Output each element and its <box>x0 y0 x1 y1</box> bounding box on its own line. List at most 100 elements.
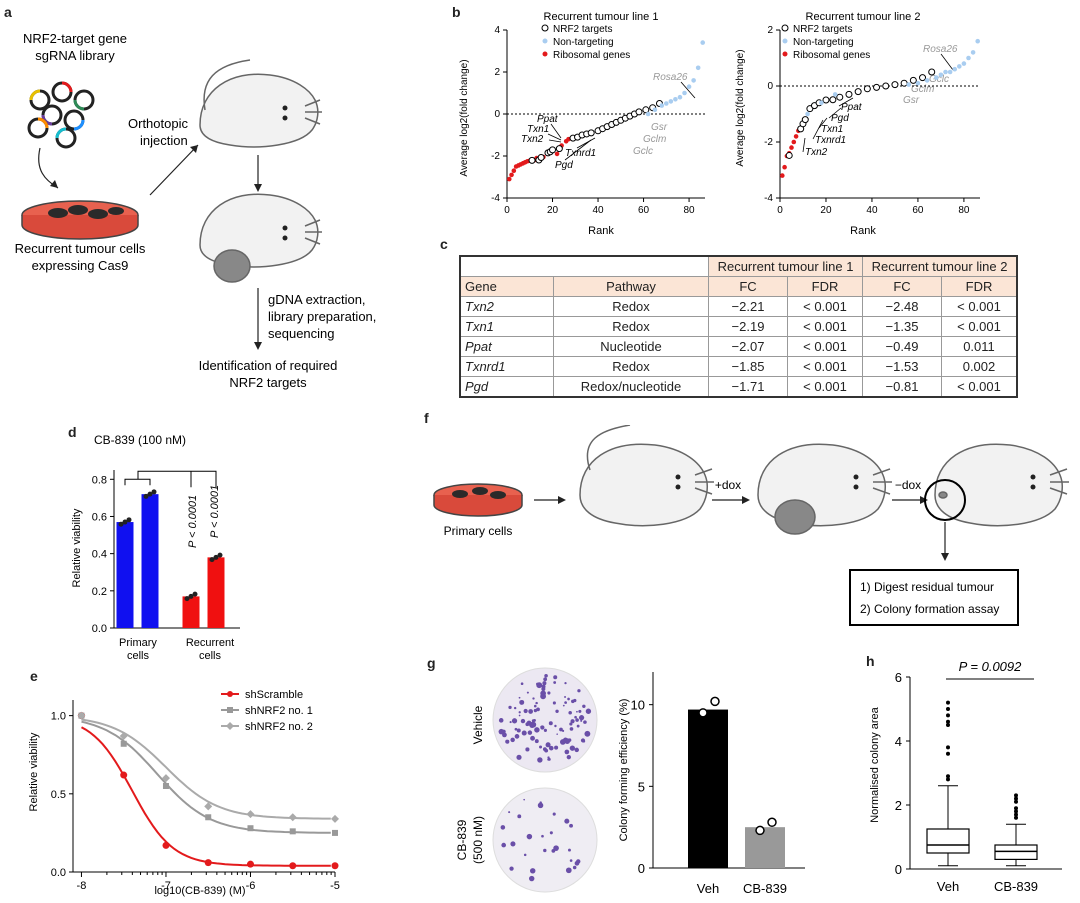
b2-point-target <box>900 79 908 87</box>
colony-dot <box>556 733 558 735</box>
h-box <box>994 844 1038 860</box>
e-point <box>77 711 86 720</box>
g-ytick-label: 10 <box>631 698 645 713</box>
colony-dot <box>533 704 537 708</box>
colony-dot <box>523 798 525 801</box>
b1-point-nontargeting <box>673 97 678 102</box>
colony-dot <box>544 673 548 678</box>
colony-dot <box>530 735 535 741</box>
colony-dot <box>523 853 527 857</box>
panel-letter-g: g <box>427 655 436 671</box>
b1-point-target <box>537 153 545 161</box>
d-point <box>147 491 153 497</box>
b1-ytick-label: 2 <box>494 67 500 78</box>
d-point <box>126 517 132 523</box>
colony-dot <box>514 734 520 739</box>
d-point <box>122 519 128 525</box>
b2-ytick-label: -4 <box>764 193 773 204</box>
colony-dot <box>554 724 557 728</box>
colony-dot <box>516 754 522 760</box>
colony-dot <box>526 691 529 694</box>
table-col-gene: Gene <box>459 276 554 297</box>
colony-dot <box>569 745 576 751</box>
colony-dot <box>527 730 533 735</box>
colony-dot <box>521 730 527 736</box>
colony-dot <box>569 722 573 726</box>
colony-dot <box>529 868 536 874</box>
colony-dot <box>537 802 544 809</box>
colony-dot <box>510 841 516 847</box>
colony-dot <box>548 745 554 751</box>
b2-point-ribosomal <box>789 145 794 150</box>
colony-dot <box>534 727 540 733</box>
colony-dot <box>518 696 521 699</box>
g-category-label: Veh <box>697 881 719 896</box>
h-ytick-label: 0 <box>895 862 902 877</box>
colony-dot <box>576 710 578 713</box>
panel-letter-a: a <box>4 4 12 20</box>
colony-dot <box>542 747 547 752</box>
h-outlier <box>1014 806 1018 811</box>
h-outlier <box>1014 799 1018 804</box>
colony-dot <box>562 704 565 707</box>
colony-dot <box>516 728 521 733</box>
h-outlier <box>946 745 950 750</box>
b2-point-target <box>801 116 809 124</box>
colony-dot <box>585 708 592 714</box>
table-header-line1: Recurrent tumour line 1 <box>708 255 863 277</box>
b1-gene-txnrd1: Txnrd1 <box>565 148 596 159</box>
g-point <box>755 825 765 836</box>
h-category-label: Veh <box>937 879 959 894</box>
colony-dot <box>511 718 518 724</box>
d-pvalue-1: P < 0.0001 <box>187 495 199 548</box>
table-col-pathway: Pathway <box>553 276 709 297</box>
d-ytick-label: 0.4 <box>92 549 107 561</box>
b1-point-nontargeting <box>677 94 683 100</box>
panel-h-box-plot: Normalised colony area P = 0.0092 6 4 2 0 Ve… <box>869 659 1062 894</box>
colony-dot <box>545 742 551 748</box>
f-cells-label: Primary cells <box>444 524 513 538</box>
d-point <box>118 521 124 527</box>
colony-dot <box>525 722 530 727</box>
colony-dot <box>569 727 574 731</box>
f-mouse-icon-2 <box>757 443 892 535</box>
colony-dot <box>578 709 582 713</box>
colony-dot <box>502 732 507 738</box>
e-xtick-label: -5 <box>330 880 340 892</box>
b1-point-nontargeting <box>668 99 674 104</box>
colony-dot <box>552 701 556 705</box>
h-outlier <box>946 751 950 756</box>
arrow-to-mouse <box>149 144 199 196</box>
g-ylabel: Colony forming efficiency (%) <box>618 699 630 842</box>
b1-point-target <box>555 145 563 153</box>
injection-label-1: Orthotopic <box>128 116 188 131</box>
d-point <box>217 552 223 558</box>
b2-xtick-label: 20 <box>820 205 832 216</box>
h-ylabel: Normalised colony area <box>869 706 881 822</box>
colony-dot <box>573 698 577 703</box>
result-label-1: Identification of required <box>199 358 338 373</box>
b2-legend: NRF2 targets Non-targeting Ribosomal gen… <box>781 24 870 61</box>
d-ytick-label: 0.2 <box>92 586 107 598</box>
panel-f-schematic: Primary cells +dox −dox 1) Digest residu… <box>433 425 1069 626</box>
d-bar <box>141 494 159 628</box>
b1-point-nontargeting <box>652 107 658 113</box>
h-outlier <box>1014 796 1018 801</box>
e-legend: shScramble shNRF2 no. 1 shNRF2 no. 2 <box>221 689 313 733</box>
h-outlier <box>946 719 950 724</box>
b2-gene-txn2: Txn2 <box>805 147 828 158</box>
panel-e-dose-response: Relative viability log10(CB-839) (M) shS… <box>28 689 340 897</box>
b1-xtick-label: 20 <box>547 205 559 216</box>
b2-point-nontargeting <box>805 111 810 117</box>
g-cb839-label: CB-839 <box>455 819 469 860</box>
table-col-fdr-1: FDR <box>787 276 863 297</box>
b2-point-nontargeting <box>938 72 944 78</box>
b1-gene-pgd: Pgd <box>555 160 573 171</box>
b1-gene-gclm: Gclm <box>643 134 666 145</box>
colony-dot <box>543 677 548 682</box>
colony-dot <box>518 714 521 717</box>
b2-point-target <box>822 96 830 104</box>
h-pvalue: P = 0.0092 <box>959 659 1023 674</box>
library-label-2: sgRNA library <box>35 48 115 63</box>
b2-point-nontargeting <box>970 50 976 55</box>
